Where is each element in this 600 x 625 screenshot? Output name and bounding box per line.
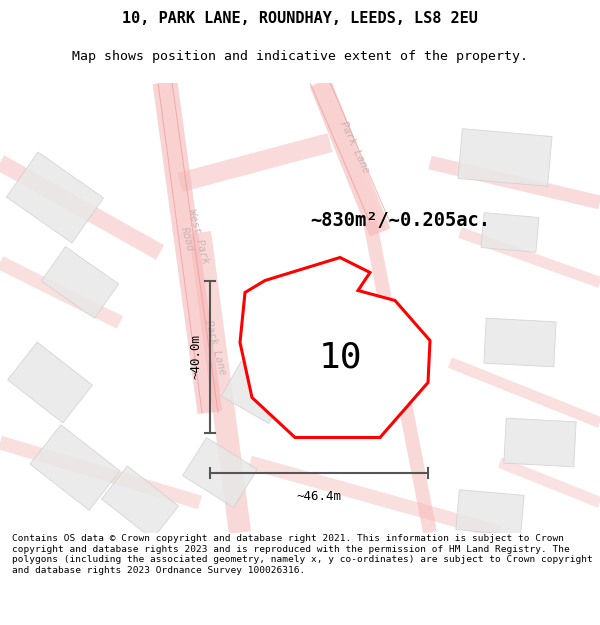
Polygon shape [30,425,120,510]
Polygon shape [484,318,556,367]
Text: Map shows position and indicative extent of the property.: Map shows position and indicative extent… [72,49,528,62]
Text: Contains OS data © Crown copyright and database right 2021. This information is : Contains OS data © Crown copyright and d… [12,534,593,574]
Text: 10: 10 [318,341,362,374]
Polygon shape [481,213,539,253]
Polygon shape [221,361,289,424]
Polygon shape [41,247,119,318]
Polygon shape [7,152,104,243]
Polygon shape [240,258,430,438]
Polygon shape [182,438,257,508]
Text: ~40.0m: ~40.0m [189,334,202,379]
Polygon shape [504,418,576,467]
Polygon shape [8,342,92,423]
Text: Park Lane: Park Lane [338,120,371,175]
Polygon shape [456,490,524,535]
Polygon shape [101,466,179,539]
Polygon shape [290,267,370,338]
Text: 10, PARK LANE, ROUNDHAY, LEEDS, LS8 2EU: 10, PARK LANE, ROUNDHAY, LEEDS, LS8 2EU [122,11,478,26]
Text: ~46.4m: ~46.4m [296,491,341,504]
Text: ~830m²/~0.205ac.: ~830m²/~0.205ac. [310,211,490,230]
Text: West Park
Road: West Park Road [175,208,211,268]
Text: Park Lane: Park Lane [203,319,227,376]
Polygon shape [458,129,552,186]
